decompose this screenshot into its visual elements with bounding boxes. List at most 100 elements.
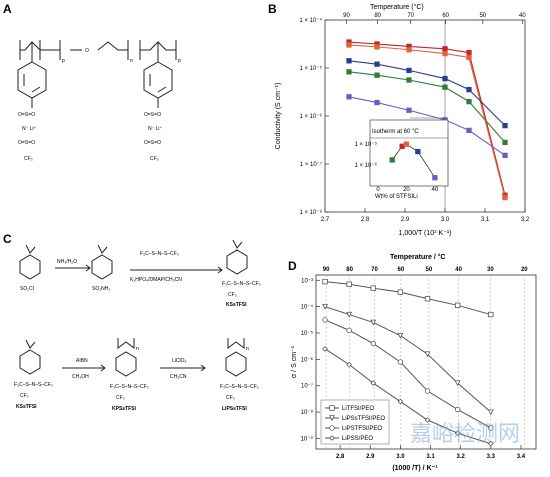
nli-right: N⁻ Li⁺ [148,126,163,132]
chart-b-data-point [466,98,472,105]
chart-d-x-tick-label: 3.1 [426,454,435,460]
chart-d-top-tick-label: 20 [521,267,528,273]
styrenesulfonyl-chloride: SO₂Cl [19,244,41,292]
chart-d-top-tick-label: 70 [371,267,378,273]
chart-d-data-point [424,296,431,302]
chart-d-y-tick-label: 10⁻⁴ [301,304,314,311]
chart-d-y-tick-label: 10⁻⁶ [301,356,314,363]
chart-d-legend: LiTFSI/PEO LiPSsTFSI/PEO LiPSTFSI/PEO LiPSS… [320,399,390,445]
chart-b-xlabel: 1,000/T (10³ K⁻¹) [399,230,452,237]
chart-d-y-tick-label: 10⁻⁷ [301,383,313,390]
chart-d-legend-label: LiPSsTFSI/PEO [342,416,385,422]
chart-b-data-point [502,139,508,146]
chart-b-data-point [442,50,448,57]
chart-d-legend-marker [329,435,335,441]
chart-d-data-point [488,311,494,318]
panel-c: C SO₂Cl NH₃/H₂O SO₂NH₂ F₃C–S–N–S–CF₃ K₂H… [3,232,261,412]
name-lipsstfsi: LiPSsTFSI [222,406,247,412]
chart-b-series-line-2 [348,44,506,198]
reagent-ch3cn: CH₃CN [170,374,187,380]
reagent-anhydride: F₃C–S–N–S–CF₃ [140,251,179,257]
chart-b-data-point [406,77,412,83]
chart-d-data-point [370,285,376,291]
chart-d-data-point [487,409,494,416]
panel-c-letter: C [3,232,12,246]
chart-d-top-tick-label: 80 [346,267,353,273]
chart-d-y-tick-label: 10⁻⁵ [301,330,314,337]
ks-stfsi-monomer-1: F₃C–S–N–S–CF₃ CF₃ KSsTFSI [222,239,261,308]
chart-d-legend-label: LiPSS/PEO [342,436,373,442]
chart-d-data-point [454,406,461,413]
chart-b-data-point [374,44,380,50]
benzene-ring-left [17,61,47,99]
chart-b-inset-y-tick-label: 1 × 10⁻⁶ [355,162,378,169]
chart-b-data-point [406,67,412,74]
chart-d-xlabel: (1000 /T) / K⁻¹ [392,465,438,472]
chart-b-top-axis-label: Temperature (°C) [370,3,424,11]
nli-left: N⁻ Li⁺ [22,126,37,132]
chart-d-top-tick-label: 50 [426,267,433,273]
chart-b-inset-point [432,175,438,181]
chart-d-data-point [346,327,352,334]
sulfonyl-right-1: O=S=O [144,112,161,118]
reagent-nh3: NH₃/H₂O [57,259,77,265]
chart-b-series-group [346,39,508,201]
subscript-n: n [130,58,133,64]
chart-d-x-tick-label: 3.3 [487,454,496,460]
chart-b-inset-x-tick-label: 20 [403,187,410,193]
chart-b-data-point [346,94,352,100]
chart-d-legend-marker [329,425,335,431]
chart-b-x-tick-label: 3.1 [481,217,490,223]
chart-d-data-point [322,346,328,352]
panel-d: D Temperature / °C 90 80 70 60 50 40 30 20 10⁻³… [288,253,537,472]
chart-b-inset-x-tick-label: 0 [376,187,380,193]
chart-b-data-point [466,49,472,56]
chart-b-data-point [466,127,472,134]
chart-b-data-point [406,107,412,113]
chart-b-data-point [442,75,448,82]
chart-b-x-ticks: 2.7 2.8 2.9 3.0 3.1 3.2 [321,208,530,223]
svg-text:F₃C–S–N–S–CF₃: F₃C–S–N–S–CF₃ [222,281,261,287]
chart-b-series-line-1 [348,41,506,196]
svg-text:SO₂NH₂: SO₂NH₂ [92,286,110,292]
reagent-liclo4: LiClO₄ [172,358,187,364]
chart-b-top-tick-label: 90 [343,13,350,19]
chart-b-x-tick-label: 3.0 [441,217,450,223]
chart-b-inset-series [389,141,438,181]
panel-d-letter: D [288,259,297,273]
chart-d-data-point [424,417,431,423]
chart-d-data-point [397,289,404,295]
chart-b-ylabel: Conductivity (S cm⁻¹) [275,83,282,150]
chart-b-y-tick-label: 1 × 10⁻⁴ [299,17,322,24]
styrenesulfonamide: SO₂NH₂ [91,244,113,292]
svg-text:F₃C–S–N–S–CF₃: F₃C–S–N–S–CF₃ [110,384,149,390]
chart-d-legend-marker [329,405,335,411]
chart-b-top-tick-label: 60 [442,13,449,19]
chart-d-x-tick-label: 3.2 [456,454,465,460]
chart-d-ylabel: σ / S cm⁻¹ [291,345,298,378]
chart-b-inset [369,119,449,187]
cf3-right: CF₃ [150,156,159,162]
chart-d-data-point [487,440,494,447]
chart-d-top-axis-label: Temperature / °C [390,253,446,261]
sulfonyl-left-2: O=S=O [18,140,35,146]
chart-b-y-tick-label: 1 × 10⁻⁶ [300,113,323,120]
chart-b-data-point [406,47,412,53]
svg-text:CF₃: CF₃ [226,395,235,401]
chart-b-inset-x-tick-label: 40 [432,187,439,193]
chart-b-series-line-4 [348,71,506,143]
chart-d-x-tick-label: 3.4 [517,454,526,460]
chart-b-top-tick-label: 50 [479,13,486,19]
chart-d-data-point [454,380,461,387]
name-ksstfsi-2: KSsTFSI [16,404,37,410]
chart-d-top-tick-label: 30 [487,267,494,273]
chart-d-top-tick-label: 60 [398,267,405,273]
ks-stfsi-monomer-2: F₃C–S–N–S–CF₃ CF₃ KSsTFSI [14,339,53,410]
chart-d-data-point [397,359,404,365]
chart-b-data-point [374,99,380,106]
chart-b-y-ticks: 1 × 10⁻⁴ 1 × 10⁻⁵ 1 × 10⁻⁶ 1 × 10⁻⁷ 1 × 10⁻⁸ [299,17,329,216]
chart-d-data-point [370,380,377,386]
chart-d-legend-marker [329,415,335,422]
benzene-ring-right [143,61,173,99]
